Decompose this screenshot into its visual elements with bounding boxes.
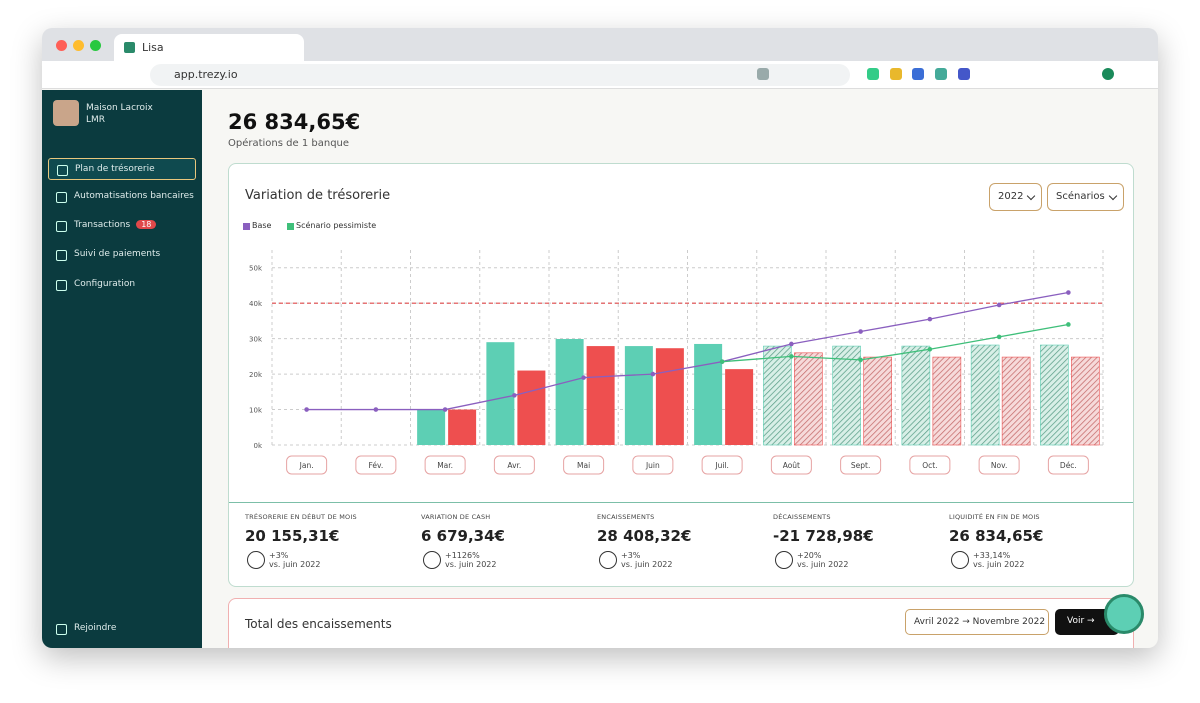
legend-item[interactable]: Base [243,221,271,230]
inflow-card: Total des encaissements Avril 2022 → Nov… [228,598,1134,648]
stat-change: +3% [597,551,767,569]
balance: 26 834,65€ [228,110,361,134]
company[interactable]: Maison Lacroix LMR [86,102,153,126]
stat: ENCAISSEMENTS 28 408,32€ +3% vs. juin 2022 [597,513,767,569]
ext-icon[interactable] [958,68,970,80]
ext-icon[interactable] [912,68,924,80]
nav-item[interactable]: Transactions 18 [48,215,196,237]
scenario-select[interactable]: Scénarios [1047,183,1124,211]
company-sub: LMR [86,115,106,125]
nav-item[interactable]: Plan de trésorerie [48,158,196,180]
ext-icon[interactable] [935,68,947,80]
profile-icon[interactable] [1102,68,1114,80]
nav-item[interactable]: Configuration [48,274,196,296]
sidebar: Maison Lacroix LMR Plan de trésorerie Aut… [42,90,202,648]
stat-label: TRÉSORERIE EN DÉBUT DE MOIS [245,513,357,521]
card-title: Total des encaissements [245,617,392,631]
stat-compare: vs. juin 2022 [797,560,849,569]
nav-item[interactable]: Automatisations bancaires [48,186,196,208]
stat-compare: vs. juin 2022 [973,560,1025,569]
stat-change: +3% [245,551,415,569]
card-title: Variation de trésorerie [245,188,391,203]
stat: TRÉSORERIE EN DÉBUT DE MOIS 20 155,31€ +3%… [245,513,415,569]
stat-change: +20% [773,551,943,569]
stat-value: 20 155,31€ [245,527,340,545]
stat-compare: vs. juin 2022 [621,560,673,569]
nav-item[interactable]: Suivi de paiements [48,244,196,266]
stat-compare: vs. juin 2022 [269,560,321,569]
stats-row: TRÉSORERIE EN DÉBUT DE MOIS 20 155,31€ +3%… [229,502,1133,588]
badge: 18 [136,220,157,229]
stat: DÉCAISSEMENTS -21 728,98€ +20% vs. juin 202… [773,513,943,569]
year-select[interactable]: 2022 [989,183,1043,211]
stat-label: LIQUIDITÉ EN FIN DE MOIS [949,513,1040,521]
legend-swatch [243,223,250,230]
stat-change: +33,14% [949,551,1119,569]
stat-value: 28 408,32€ [597,527,692,545]
legend-label: Base [252,221,272,230]
ext-icon[interactable] [867,68,879,80]
stat-label: VARIATION DE CASH [421,513,491,521]
main: 26 834,65€ Opérations de 1 banque Variat… [202,90,1158,648]
nav-label: Transactions [74,220,131,230]
stat: LIQUIDITÉ EN FIN DE MOIS 26 834,65€ +33,14… [949,513,1119,569]
stat-value: 26 834,65€ [949,527,1044,545]
stat-value: 6 679,34€ [421,527,505,545]
stat-change: +1126% [421,551,591,569]
company-logo [53,100,79,126]
close-dot[interactable] [56,40,67,51]
stat: VARIATION DE CASH 6 679,34€ +1126% vs. juin… [421,513,591,569]
ext-icon[interactable] [890,68,902,80]
url[interactable]: app.trezy.io [150,64,850,86]
zoom-dot[interactable] [90,40,101,51]
chat-button[interactable] [1104,594,1144,634]
chart-card: Variation de trésorerie 2022 Scénarios B… [228,163,1134,587]
stat-label: DÉCAISSEMENTS [773,513,831,521]
tab[interactable]: Lisa [114,34,304,61]
minimize-dot[interactable] [73,40,84,51]
legend-item[interactable]: Scénario pessimiste [287,221,376,230]
address-bar: app.trezy.io [42,61,1158,89]
legend-label: Scénario pessimiste [296,221,377,230]
date-range[interactable]: Avril 2022 → Novembre 2022 [905,609,1049,635]
stat-value: -21 728,98€ [773,527,874,545]
nav-item[interactable]: Rejoindre [48,618,196,640]
browser-window: Lisa app.trezy.io Maison Lacroix LMR Plan… [42,28,1158,648]
company-name: Maison Lacroix [86,103,153,113]
stat-compare: vs. juin 2022 [445,560,497,569]
ext-icon[interactable] [757,68,769,80]
tab-strip: Lisa [42,28,1158,61]
stat-label: ENCAISSEMENTS [597,513,655,521]
legend-swatch [287,223,294,230]
bank-selector[interactable]: Opérations de 1 banque [228,138,350,149]
